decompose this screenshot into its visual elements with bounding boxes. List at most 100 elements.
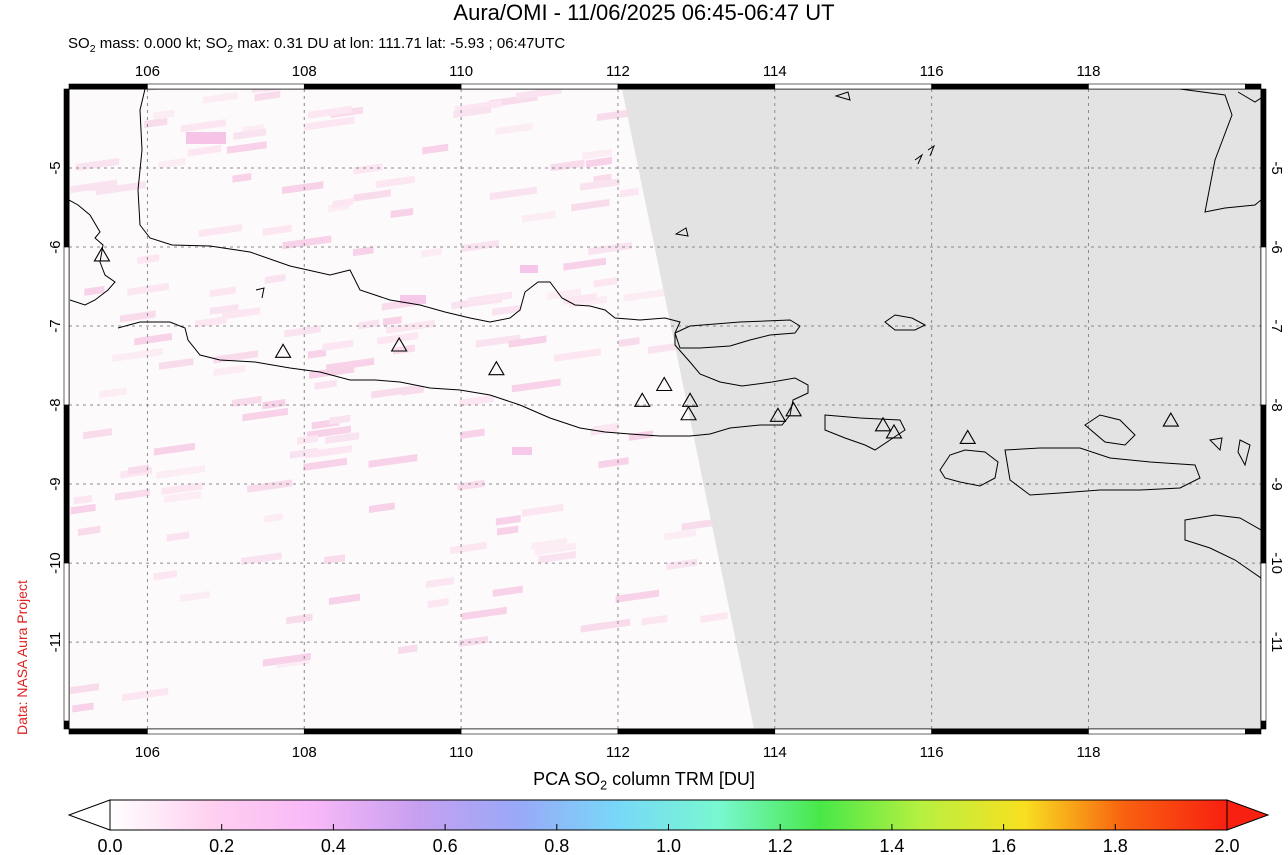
so2-pixel bbox=[286, 613, 313, 625]
so2-pixel bbox=[309, 365, 355, 379]
colorbar-max-arrow bbox=[1226, 799, 1270, 831]
volcano-markers bbox=[93, 246, 1180, 444]
frame-bar-lat bbox=[63, 88, 70, 248]
colorbar-ticks: 0.0 0.2 0.4 0.6 0.8 1.0 1.2 1.4 1.6 1.8 2.0 bbox=[97, 824, 1240, 855]
so2-pixel bbox=[187, 144, 222, 157]
so2-pixel bbox=[282, 181, 324, 195]
so2-pixel bbox=[303, 457, 347, 471]
lat-tick-label-left: -10 bbox=[47, 552, 64, 574]
frame-bar-lon bbox=[931, 83, 1089, 90]
so2-pixel bbox=[119, 310, 156, 323]
so2-pixel bbox=[618, 337, 640, 348]
colorbar-title-subscript: 2 bbox=[600, 778, 608, 793]
so2-pixel bbox=[137, 254, 160, 265]
so2-pixel bbox=[358, 319, 380, 330]
so2-pixel bbox=[325, 432, 360, 444]
so2-pixel bbox=[324, 554, 346, 565]
lat-tick-label-right: -5 bbox=[1268, 161, 1285, 174]
so2-pixel bbox=[563, 257, 606, 271]
so2-pixel bbox=[222, 307, 261, 320]
so2-pixel bbox=[241, 552, 282, 566]
volcano-icon bbox=[655, 376, 673, 392]
so2-pixel bbox=[166, 531, 190, 542]
lat-tick-label-right: -8 bbox=[1268, 398, 1285, 411]
so2-pixel bbox=[242, 407, 288, 422]
frame-bar-lon bbox=[1245, 83, 1262, 90]
so2-pixel bbox=[563, 293, 597, 305]
subtitle-text-2: mass: 0.000 kt; SO bbox=[95, 35, 228, 52]
frame-bar-lat bbox=[1260, 404, 1267, 564]
so2-pixel bbox=[209, 303, 239, 315]
frame-bar-lat bbox=[1260, 562, 1267, 722]
so2-pixel bbox=[122, 687, 169, 702]
so2-pixel bbox=[314, 379, 337, 390]
colorbar-tick-label: 0.6 bbox=[433, 836, 458, 855]
so2-pixel bbox=[475, 334, 521, 348]
so2-pixel bbox=[262, 652, 311, 667]
lon-tick-label-top: 108 bbox=[292, 63, 317, 80]
frame-bar-lon bbox=[774, 728, 932, 735]
so2-pixel bbox=[376, 175, 415, 189]
so2-pixel bbox=[377, 331, 419, 345]
so2-pixel bbox=[247, 479, 293, 493]
so2-pixel bbox=[83, 428, 113, 440]
lon-tick-label-bottom: 106 bbox=[135, 744, 160, 760]
colorbar-title: PCA SO2 column TRM [DU] bbox=[0, 768, 1288, 797]
lon-tick-label-bottom: 110 bbox=[449, 744, 473, 760]
so2-pixel bbox=[352, 246, 374, 257]
so2-pixel bbox=[72, 702, 94, 713]
so2-pixel bbox=[263, 513, 283, 523]
volcano-icon bbox=[1162, 411, 1180, 427]
frame-bar-lon bbox=[931, 728, 1089, 735]
so2-pixel bbox=[264, 273, 286, 284]
so2-pixel bbox=[508, 335, 547, 348]
frame-bar-lat bbox=[63, 404, 70, 564]
frame-bar-lat bbox=[1260, 88, 1267, 248]
so2-pixel bbox=[623, 287, 672, 302]
so2-pixel bbox=[398, 644, 418, 655]
lon-tick-label-bottom: 112 bbox=[606, 744, 630, 760]
so2-pixel bbox=[458, 635, 489, 648]
axis-tick-labels: 106 106 108 108 110 110 112 112 114 114 116 116 118 1… bbox=[47, 63, 1285, 760]
so2-pixel bbox=[202, 91, 238, 104]
so2-pixel bbox=[186, 132, 226, 144]
frame-bar-lat bbox=[1260, 246, 1267, 406]
so2-pixel-layer bbox=[70, 40, 728, 713]
so2-pixel bbox=[422, 143, 449, 155]
so2-pixel bbox=[427, 598, 449, 609]
so2-pixel bbox=[460, 428, 485, 440]
lat-tick-label-left: -6 bbox=[47, 240, 64, 253]
so2-pixel bbox=[582, 148, 613, 160]
so2-pixel bbox=[282, 235, 332, 250]
frame-bar-lat bbox=[63, 720, 70, 730]
so2-pixel bbox=[304, 116, 355, 131]
so2-pixel bbox=[231, 395, 262, 408]
so2-pixel bbox=[114, 488, 150, 501]
volcano-icon bbox=[959, 429, 977, 444]
so2-pixel bbox=[495, 122, 533, 136]
colorbar-tick-label: 1.2 bbox=[768, 836, 793, 855]
so2-pixel bbox=[554, 348, 601, 362]
so2-pixel bbox=[95, 181, 146, 196]
frame-bar-lon bbox=[1088, 83, 1246, 90]
so2-pixel bbox=[319, 40, 353, 52]
so2-pixel bbox=[521, 503, 564, 517]
lon-tick-label-top: 106 bbox=[135, 63, 160, 80]
so2-pixel bbox=[158, 358, 194, 370]
so2-pixel bbox=[571, 198, 610, 212]
so2-pixel bbox=[641, 614, 668, 626]
so2-pixel bbox=[521, 210, 556, 223]
lon-tick-label-top: 118 bbox=[1077, 63, 1101, 80]
so2-pixel bbox=[84, 285, 105, 296]
colorbar-tick-label: 1.6 bbox=[991, 836, 1016, 855]
so2-pixel bbox=[459, 394, 494, 407]
so2-pixel bbox=[254, 90, 281, 102]
so2-pixel bbox=[127, 282, 169, 296]
lon-tick-label-bottom: 118 bbox=[1077, 744, 1101, 760]
colorbar-title-text-1: PCA SO bbox=[533, 769, 601, 789]
so2-pixel bbox=[229, 64, 268, 76]
so2-pixel bbox=[489, 186, 537, 201]
frame-bar-lat bbox=[1260, 720, 1267, 730]
colorbar-tick-label: 2.0 bbox=[1214, 836, 1239, 855]
so2-pixel bbox=[550, 159, 585, 172]
